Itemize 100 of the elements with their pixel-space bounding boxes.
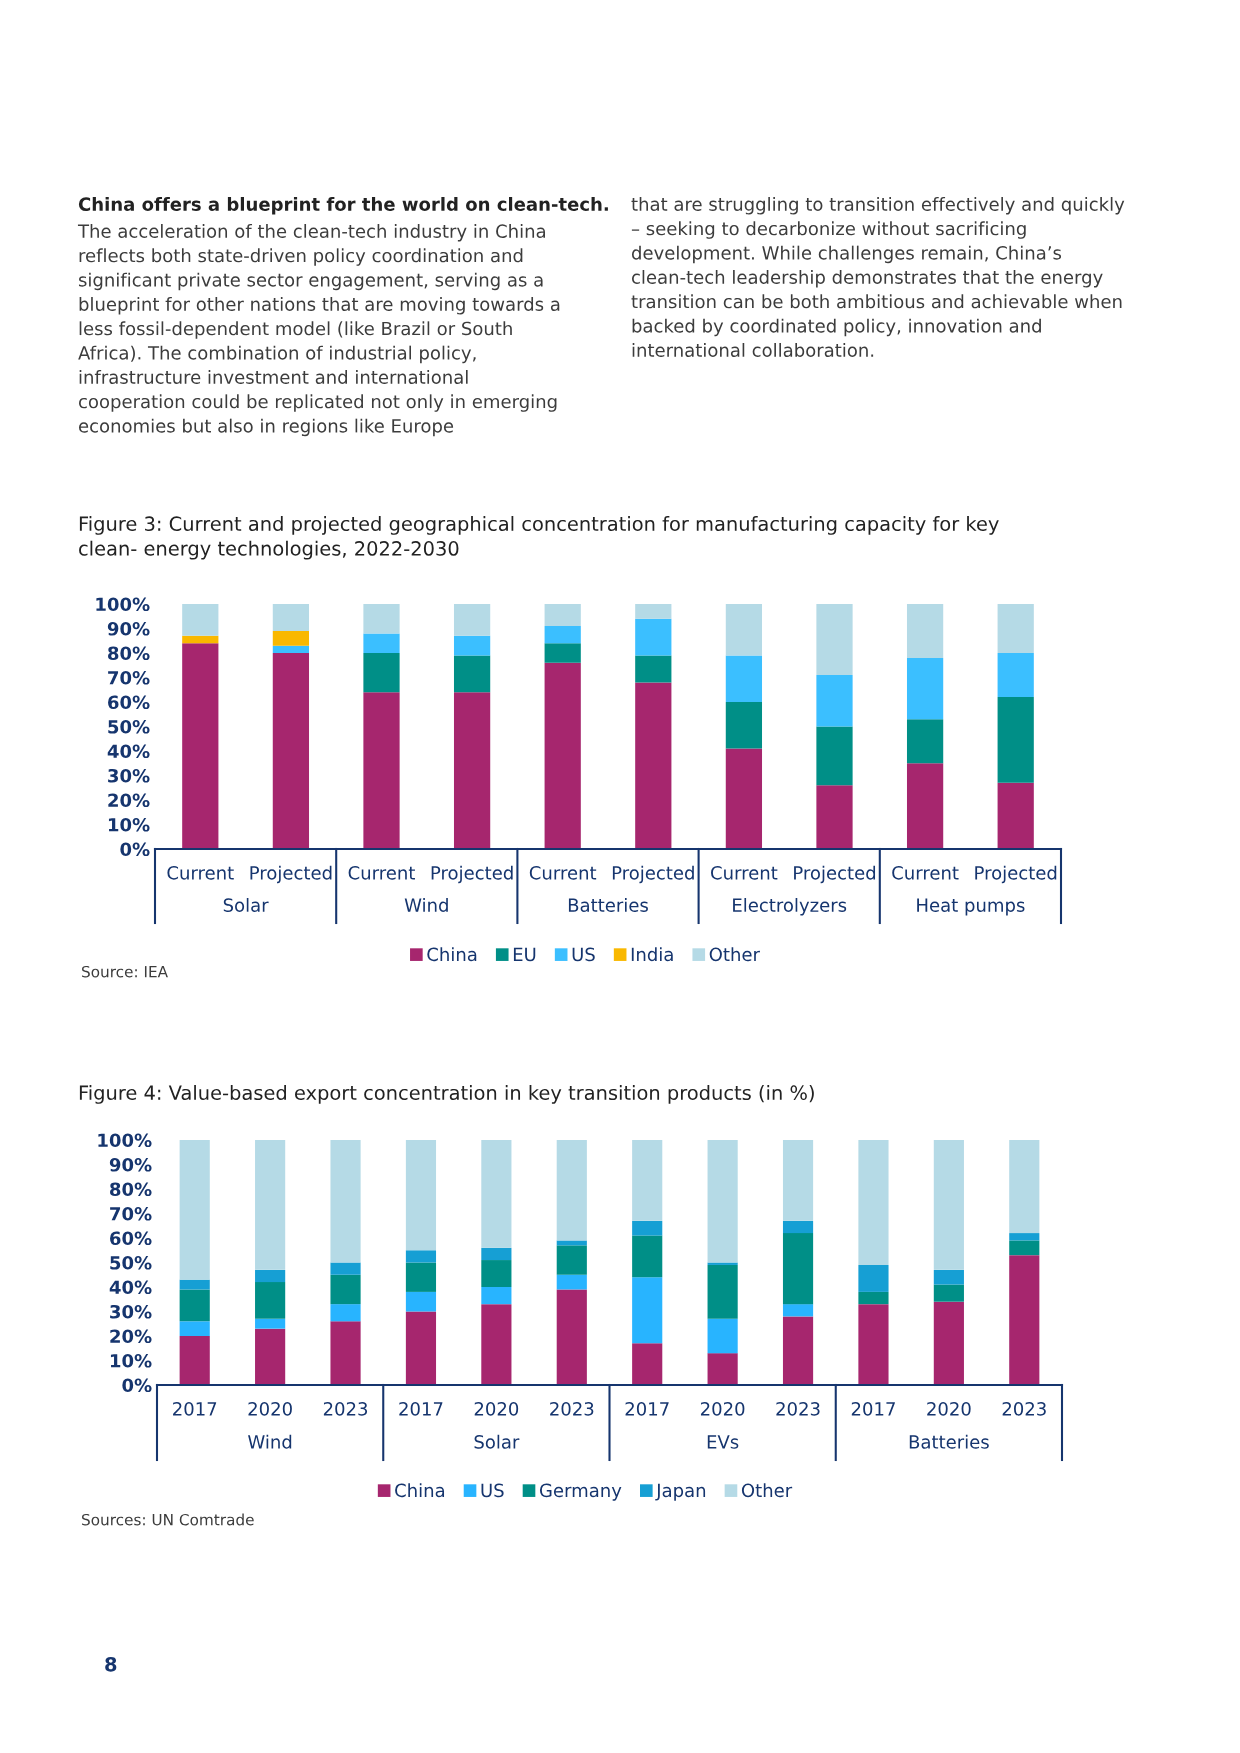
bar — [858, 1304, 889, 1385]
text: Heat pumps — [917, 898, 1025, 916]
y-tick-label: 30% — [108, 768, 150, 783]
bar — [255, 1269, 286, 1283]
bar — [725, 748, 763, 849]
x-tick-label: Current — [711, 865, 778, 880]
y-tick-label: 10% — [108, 817, 150, 832]
y-tick-label: 50% — [110, 1255, 152, 1270]
y-tick-label: 60% — [108, 695, 150, 710]
y-tick-label: 10% — [110, 1353, 152, 1368]
bar — [782, 1316, 814, 1385]
text: Solar — [474, 1434, 520, 1449]
bar — [635, 618, 672, 656]
bar — [816, 675, 853, 727]
bar — [997, 697, 1034, 783]
legend-label: Other — [741, 1483, 793, 1498]
bar — [632, 1235, 663, 1278]
text: that are struggling to transition effectively and quickly – seeking to decarbonize without sacrificing development. While challenges remain, China’s clean-tech leadership demonstrates that the energy transition can be both ambitious and achievable when backed by coordinated policy, innovation and international collaboration. — [631, 197, 1125, 357]
x-tick-label: 2020 — [927, 1401, 971, 1416]
x-tick-label: Current — [529, 865, 597, 880]
bar — [632, 1140, 663, 1221]
bar — [556, 1245, 587, 1275]
y-tick-label: 60% — [110, 1231, 152, 1246]
y-tick-label: 50% — [108, 719, 150, 734]
x-tick-label: 2023 — [776, 1401, 820, 1416]
bar — [933, 1284, 964, 1302]
legend-label: US — [572, 947, 595, 962]
bar — [405, 1311, 437, 1385]
legend-label: Germany — [539, 1483, 622, 1501]
x-tick-label: 2017 — [625, 1401, 669, 1416]
bar — [707, 1318, 738, 1354]
bar — [330, 1140, 361, 1263]
bar — [179, 1140, 210, 1280]
bar — [858, 1140, 889, 1265]
x-tick-label: 2023 — [1002, 1401, 1046, 1416]
bar — [556, 1140, 587, 1241]
bar — [906, 763, 944, 849]
text: The acceleration of the clean-tech industry in China reflects both state-driven policy coordination and significant private sector engagement, serving as a blueprint for other nations that are moving towards a less fossil-dependent model (like Brazil or South Africa). The combination of industrial policy, infrastructure investment and international cooperation could be replicated not only in emerging economies but also in regions like Europe — [77, 224, 560, 437]
y-tick-label: 40% — [109, 1280, 152, 1295]
y-tick-label: 90% — [107, 621, 150, 636]
source-note: Source: IEA — [82, 965, 168, 978]
bar — [182, 635, 219, 644]
bar — [544, 662, 581, 849]
bar — [363, 692, 400, 849]
bar — [272, 645, 310, 653]
bar — [635, 682, 672, 849]
text: 8 — [105, 1656, 117, 1672]
bar — [405, 1291, 437, 1312]
x-tick-label: Current — [167, 865, 234, 880]
bar — [330, 1262, 361, 1275]
bar — [481, 1140, 512, 1248]
bar — [725, 702, 763, 749]
legend-label: India — [631, 947, 673, 962]
bar — [816, 785, 853, 849]
y-tick-label: 100% — [98, 1133, 152, 1148]
bar — [405, 1262, 437, 1292]
bar — [179, 1336, 210, 1385]
x-tick-label: 2020 — [700, 1401, 745, 1416]
y-tick-label: 70% — [108, 670, 150, 685]
bar — [997, 604, 1034, 653]
y-tick-label: 0% — [120, 842, 150, 857]
bar — [363, 604, 400, 634]
bar — [182, 604, 219, 636]
bar — [481, 1304, 512, 1385]
bar — [255, 1318, 286, 1329]
x-tick-label: Current — [348, 865, 415, 880]
x-tick-label: 2017 — [851, 1401, 895, 1416]
bar — [255, 1140, 286, 1270]
bar — [330, 1274, 361, 1305]
bar — [405, 1140, 437, 1251]
bar — [635, 604, 672, 619]
bar — [481, 1247, 512, 1261]
bar — [544, 643, 581, 663]
x-tick-label: Projected — [794, 865, 876, 884]
legend-label: China — [395, 1483, 445, 1498]
bar — [632, 1220, 663, 1236]
x-tick-label: 2023 — [323, 1401, 368, 1416]
y-tick-label: 70% — [110, 1206, 152, 1221]
bar — [997, 782, 1034, 849]
bar — [182, 643, 219, 849]
chart-title: Figure 4: Value-based export concentration in key transition products (in %) — [79, 1085, 814, 1104]
bar — [997, 653, 1034, 698]
y-tick-label: 20% — [108, 793, 150, 808]
bar — [858, 1264, 889, 1292]
text: Electrolyzers — [733, 897, 847, 916]
legend-label: Japan — [655, 1483, 706, 1501]
bar — [179, 1289, 210, 1322]
bar — [906, 604, 944, 658]
legend-label: Other — [709, 947, 760, 962]
y-tick-label: 40% — [107, 744, 150, 759]
bar — [179, 1279, 210, 1290]
x-tick-label: 2017 — [173, 1401, 217, 1416]
source-note: Sources: UN Comtrade — [82, 1513, 254, 1526]
bar — [405, 1250, 437, 1263]
x-tick-label: 2017 — [399, 1401, 443, 1416]
bar — [1009, 1240, 1040, 1256]
bar — [906, 657, 944, 720]
legend-label: China — [427, 947, 477, 962]
bar — [635, 655, 672, 683]
bar — [1009, 1140, 1040, 1234]
